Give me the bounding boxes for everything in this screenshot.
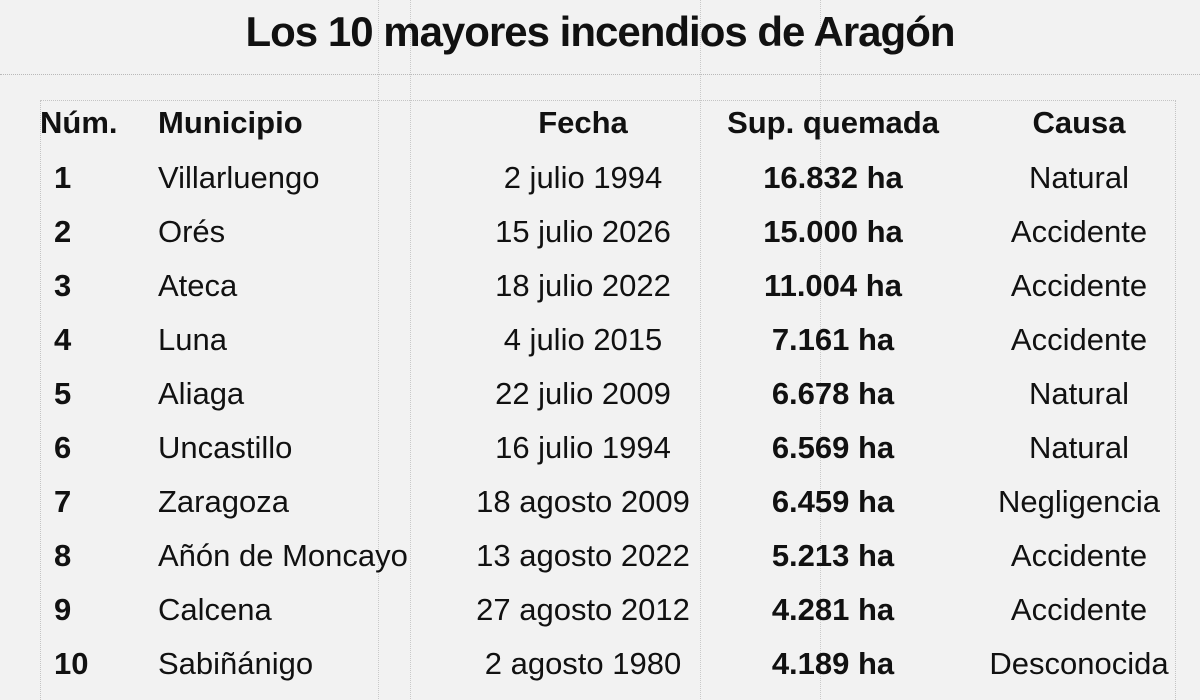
cell-superficie: 15.000 ha bbox=[763, 214, 903, 249]
cell-causa: Accidente bbox=[1010, 268, 1148, 303]
cell-causa: Desconocida bbox=[989, 646, 1169, 681]
guide-line bbox=[378, 0, 379, 699]
cell-municipio: Aliaga bbox=[158, 376, 245, 411]
guide-line bbox=[410, 0, 411, 699]
cell-num: 1 bbox=[54, 160, 72, 195]
cell-fecha: 16 julio 1994 bbox=[495, 430, 671, 465]
guide-line bbox=[820, 0, 821, 699]
cell-municipio: Calcena bbox=[158, 592, 272, 627]
table-row: 4 Luna 4 julio 2015 7.161 ha Accidente bbox=[28, 313, 1200, 367]
table-row: 3 Ateca 18 julio 2022 11.004 ha Accident… bbox=[28, 259, 1200, 313]
cell-fecha: 2 agosto 1980 bbox=[484, 646, 682, 681]
cell-fecha: 22 julio 2009 bbox=[495, 376, 671, 411]
table-row: 6 Uncastillo 16 julio 1994 6.569 ha Natu… bbox=[28, 421, 1200, 475]
cell-municipio: Luna bbox=[158, 322, 227, 357]
column-header-superficie: Sup. quemada bbox=[727, 105, 939, 140]
table-row: 8 Añón de Moncayo 13 agosto 2022 5.213 h… bbox=[28, 529, 1200, 583]
cell-superficie: 4.189 ha bbox=[771, 646, 895, 681]
cell-num: 4 bbox=[54, 322, 72, 357]
cell-causa: Natural bbox=[1029, 376, 1129, 411]
cell-causa: Natural bbox=[1029, 430, 1129, 465]
table-row: 2 Orés 15 julio 2026 15.000 ha Accidente bbox=[28, 205, 1200, 259]
title-divider bbox=[0, 74, 1200, 75]
column-header-municipio: Municipio bbox=[158, 105, 303, 140]
cell-causa: Accidente bbox=[1010, 592, 1148, 627]
cell-num: 5 bbox=[54, 376, 72, 411]
cell-fecha: 2 julio 1994 bbox=[503, 160, 663, 195]
table-header-row: Núm. Municipio Fecha Sup. quemada Causa bbox=[28, 95, 1200, 151]
table-row: 5 Aliaga 22 julio 2009 6.678 ha Natural bbox=[28, 367, 1200, 421]
cell-superficie: 6.569 ha bbox=[771, 430, 895, 465]
cell-superficie: 6.459 ha bbox=[771, 484, 895, 519]
cell-municipio: Ateca bbox=[158, 268, 238, 303]
cell-fecha: 15 julio 2026 bbox=[495, 214, 671, 249]
cell-fecha: 27 agosto 2012 bbox=[476, 592, 690, 627]
table-frame bbox=[40, 100, 1176, 700]
cell-num: 9 bbox=[54, 592, 72, 627]
cell-municipio: Orés bbox=[158, 214, 226, 249]
cell-causa: Accidente bbox=[1010, 322, 1148, 357]
cell-municipio: Sabiñánigo bbox=[158, 646, 314, 681]
cell-causa: Natural bbox=[1029, 160, 1129, 195]
cell-superficie: 7.161 ha bbox=[771, 322, 895, 357]
column-header-num: Núm. bbox=[40, 105, 118, 140]
cell-superficie: 16.832 ha bbox=[763, 160, 903, 195]
cell-num: 10 bbox=[54, 646, 89, 681]
cell-num: 8 bbox=[54, 538, 72, 573]
cell-fecha: 18 agosto 2009 bbox=[476, 484, 690, 519]
cell-superficie: 11.004 ha bbox=[764, 268, 902, 303]
cell-municipio: Villarluengo bbox=[158, 160, 320, 195]
cell-causa: Accidente bbox=[1010, 214, 1148, 249]
guide-line bbox=[700, 0, 701, 699]
table-row: 10 Sabiñánigo 2 agosto 1980 4.189 ha Des… bbox=[28, 637, 1200, 691]
cell-num: 6 bbox=[54, 430, 72, 465]
column-header-causa: Causa bbox=[1032, 105, 1126, 140]
cell-fecha: 13 agosto 2022 bbox=[476, 538, 690, 573]
table-row: 1 Villarluengo 2 julio 1994 16.832 ha Na… bbox=[28, 151, 1200, 205]
table-row: 7 Zaragoza 18 agosto 2009 6.459 ha Negli… bbox=[28, 475, 1200, 529]
cell-fecha: 18 julio 2022 bbox=[495, 268, 671, 303]
cell-municipio: Añón de Moncayo bbox=[158, 538, 408, 573]
cell-causa: Negligencia bbox=[998, 484, 1160, 519]
cell-superficie: 5.213 ha bbox=[771, 538, 895, 573]
table-row: 9 Calcena 27 agosto 2012 4.281 ha Accide… bbox=[28, 583, 1200, 637]
cell-num: 7 bbox=[54, 484, 72, 519]
cell-causa: Accidente bbox=[1010, 538, 1148, 573]
page-title: Los 10 mayores incendios de Aragón bbox=[245, 8, 956, 55]
cell-num: 2 bbox=[54, 214, 72, 249]
fires-table: Núm. Municipio Fecha Sup. quemada Causa … bbox=[28, 95, 1200, 691]
cell-num: 3 bbox=[54, 268, 72, 303]
cell-superficie: 6.678 ha bbox=[771, 376, 895, 411]
cell-superficie: 4.281 ha bbox=[771, 592, 895, 627]
cell-fecha: 4 julio 2015 bbox=[503, 322, 663, 357]
column-header-fecha: Fecha bbox=[538, 105, 628, 140]
cell-municipio: Zaragoza bbox=[158, 484, 289, 519]
cell-municipio: Uncastillo bbox=[158, 430, 293, 465]
